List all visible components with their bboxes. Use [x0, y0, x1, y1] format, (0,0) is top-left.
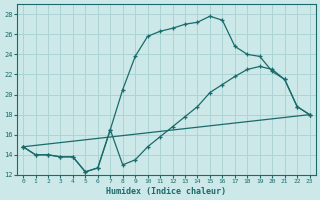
X-axis label: Humidex (Indice chaleur): Humidex (Indice chaleur) [106, 187, 226, 196]
